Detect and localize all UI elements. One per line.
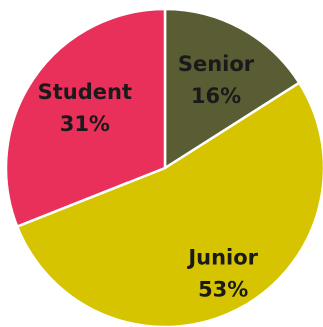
- slice-label-senior: Senior 16%: [178, 52, 255, 108]
- slice-category-junior: Junior: [186, 246, 258, 270]
- slice-percent-senior: 16%: [191, 84, 241, 108]
- slice-label-junior: Junior 53%: [186, 246, 258, 302]
- slice-label-student: Student 31%: [38, 80, 132, 136]
- slice-category-student: Student: [38, 80, 132, 104]
- pie-slice-student: [4, 7, 167, 229]
- pie-slice-senior: [163, 7, 301, 171]
- slice-category-senior: Senior: [178, 52, 255, 76]
- slice-percent-student: 31%: [60, 112, 110, 136]
- pie-slices: [4, 7, 323, 327]
- pie-slice-junior: [15, 81, 323, 327]
- pie-labels: Senior 16% Junior 53% Student 31%: [38, 52, 259, 302]
- slice-percent-junior: 53%: [198, 278, 248, 302]
